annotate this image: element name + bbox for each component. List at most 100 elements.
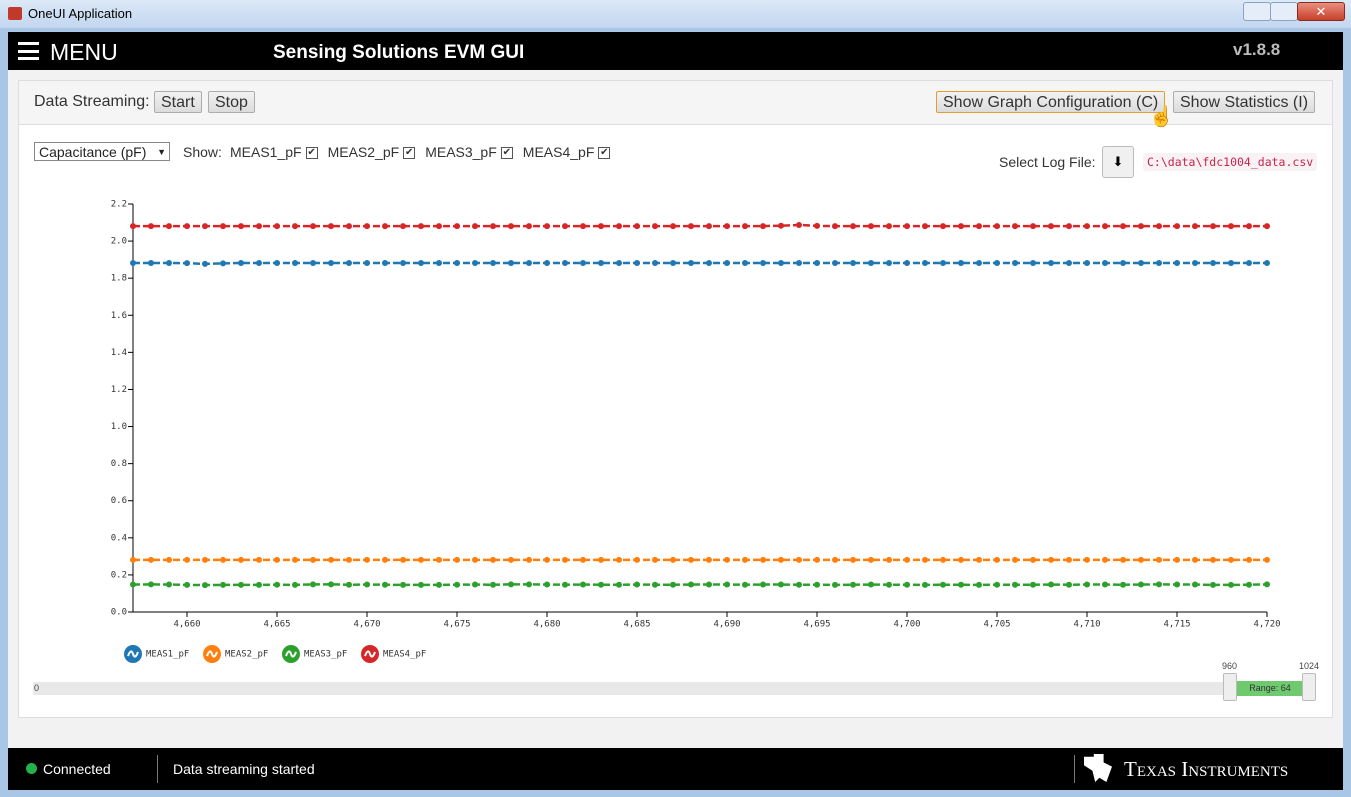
data-point [922, 223, 928, 230]
data-point [850, 581, 856, 588]
data-point [904, 259, 910, 266]
data-point [364, 259, 370, 266]
legend-label: MEAS4_pF [383, 650, 426, 660]
series-toggle-label: MEAS2_pF [327, 144, 400, 160]
y-tick-label: 1.8 [111, 274, 127, 284]
range-handle-to[interactable] [1302, 673, 1316, 701]
data-point [940, 223, 946, 230]
unit-select[interactable]: Capacitance (pF) ▼ [34, 142, 170, 161]
data-point [724, 556, 730, 563]
data-point [310, 259, 316, 266]
data-point [760, 259, 766, 266]
data-point [760, 556, 766, 563]
data-point [1084, 556, 1090, 563]
data-point [1102, 556, 1108, 563]
data-point [1030, 581, 1036, 588]
data-point [1102, 223, 1108, 230]
data-point [490, 259, 496, 266]
data-point [1174, 581, 1180, 588]
legend-item: MEAS3_pF [282, 645, 347, 663]
series-toggle[interactable]: MEAS1_pF ✔ [230, 144, 318, 160]
data-point [364, 581, 370, 588]
legend-icon [206, 650, 218, 658]
download-button[interactable]: ⬇ [1102, 146, 1134, 178]
data-point [256, 581, 262, 588]
data-point [310, 556, 316, 563]
data-point [562, 581, 568, 588]
data-point [1012, 259, 1018, 266]
series-toggle[interactable]: MEAS3_pF ✔ [425, 144, 513, 160]
graph-config-button[interactable]: Show Graph Configuration (C) [936, 91, 1166, 113]
x-tick-label: 4,720 [1253, 620, 1280, 630]
x-tick-label: 4,670 [353, 620, 380, 630]
data-point [1264, 556, 1270, 563]
data-point [580, 581, 586, 588]
series-toggle[interactable]: MEAS2_pF ✔ [328, 144, 416, 160]
data-point [904, 581, 910, 588]
data-point [1048, 259, 1054, 266]
data-point [796, 259, 802, 266]
data-point [634, 223, 640, 230]
data-point [292, 556, 298, 563]
series-toggle-label: MEAS4_pF [522, 144, 595, 160]
data-point [904, 556, 910, 563]
data-point [886, 556, 892, 563]
range-handle-from[interactable] [1223, 673, 1237, 701]
data-point [1264, 581, 1270, 588]
y-tick-label: 0.0 [111, 608, 127, 618]
data-point [670, 581, 676, 588]
data-point [688, 581, 694, 588]
stop-button[interactable]: Stop [208, 91, 255, 113]
data-point [1138, 581, 1144, 588]
data-point [382, 223, 388, 230]
data-point [256, 259, 262, 266]
x-tick-label: 4,680 [533, 620, 560, 630]
checkbox[interactable]: ✔ [598, 147, 611, 159]
data-point [220, 260, 226, 267]
close-button[interactable]: ✕ [1297, 2, 1345, 21]
data-point [166, 223, 172, 230]
data-point [310, 223, 316, 230]
data-point [1066, 556, 1072, 563]
data-point [364, 556, 370, 563]
menu-icon[interactable] [18, 42, 39, 60]
legend-item: MEAS4_pF [361, 645, 426, 663]
data-point [472, 259, 478, 266]
data-point [220, 556, 226, 563]
legend-item: MEAS1_pF [124, 645, 189, 663]
data-point [418, 581, 424, 588]
data-point [130, 259, 136, 266]
slider-from: 960 [1222, 661, 1238, 671]
data-point [976, 581, 982, 588]
legend-label: MEAS2_pF [225, 650, 268, 660]
data-point [472, 556, 478, 563]
data-point [1246, 581, 1252, 588]
y-tick-label: 0.6 [111, 496, 127, 506]
data-point [976, 223, 982, 230]
data-point [526, 581, 532, 588]
data-point [922, 259, 928, 266]
data-point [166, 259, 172, 266]
statistics-button[interactable]: Show Statistics (I) [1173, 91, 1316, 113]
data-point [850, 259, 856, 266]
data-point [850, 223, 856, 230]
checkbox[interactable]: ✔ [403, 147, 416, 159]
start-button[interactable]: Start [154, 91, 202, 113]
data-point [166, 581, 172, 588]
data-point [652, 223, 658, 230]
show-label: Show: [183, 144, 222, 160]
data-point [526, 259, 532, 266]
x-tick-label: 4,690 [713, 620, 740, 630]
series-toggle[interactable]: MEAS4_pF ✔ [523, 144, 611, 160]
data-point [544, 223, 550, 230]
data-point [652, 556, 658, 563]
data-point [382, 581, 388, 588]
checkbox[interactable]: ✔ [500, 147, 513, 159]
checkbox[interactable]: ✔ [305, 147, 318, 159]
data-point [868, 259, 874, 266]
data-point [1138, 223, 1144, 230]
menu-label[interactable]: MENU [50, 39, 118, 65]
series-line [132, 583, 1268, 587]
legend-item: MEAS2_pF [203, 645, 268, 663]
data-point [940, 581, 946, 588]
